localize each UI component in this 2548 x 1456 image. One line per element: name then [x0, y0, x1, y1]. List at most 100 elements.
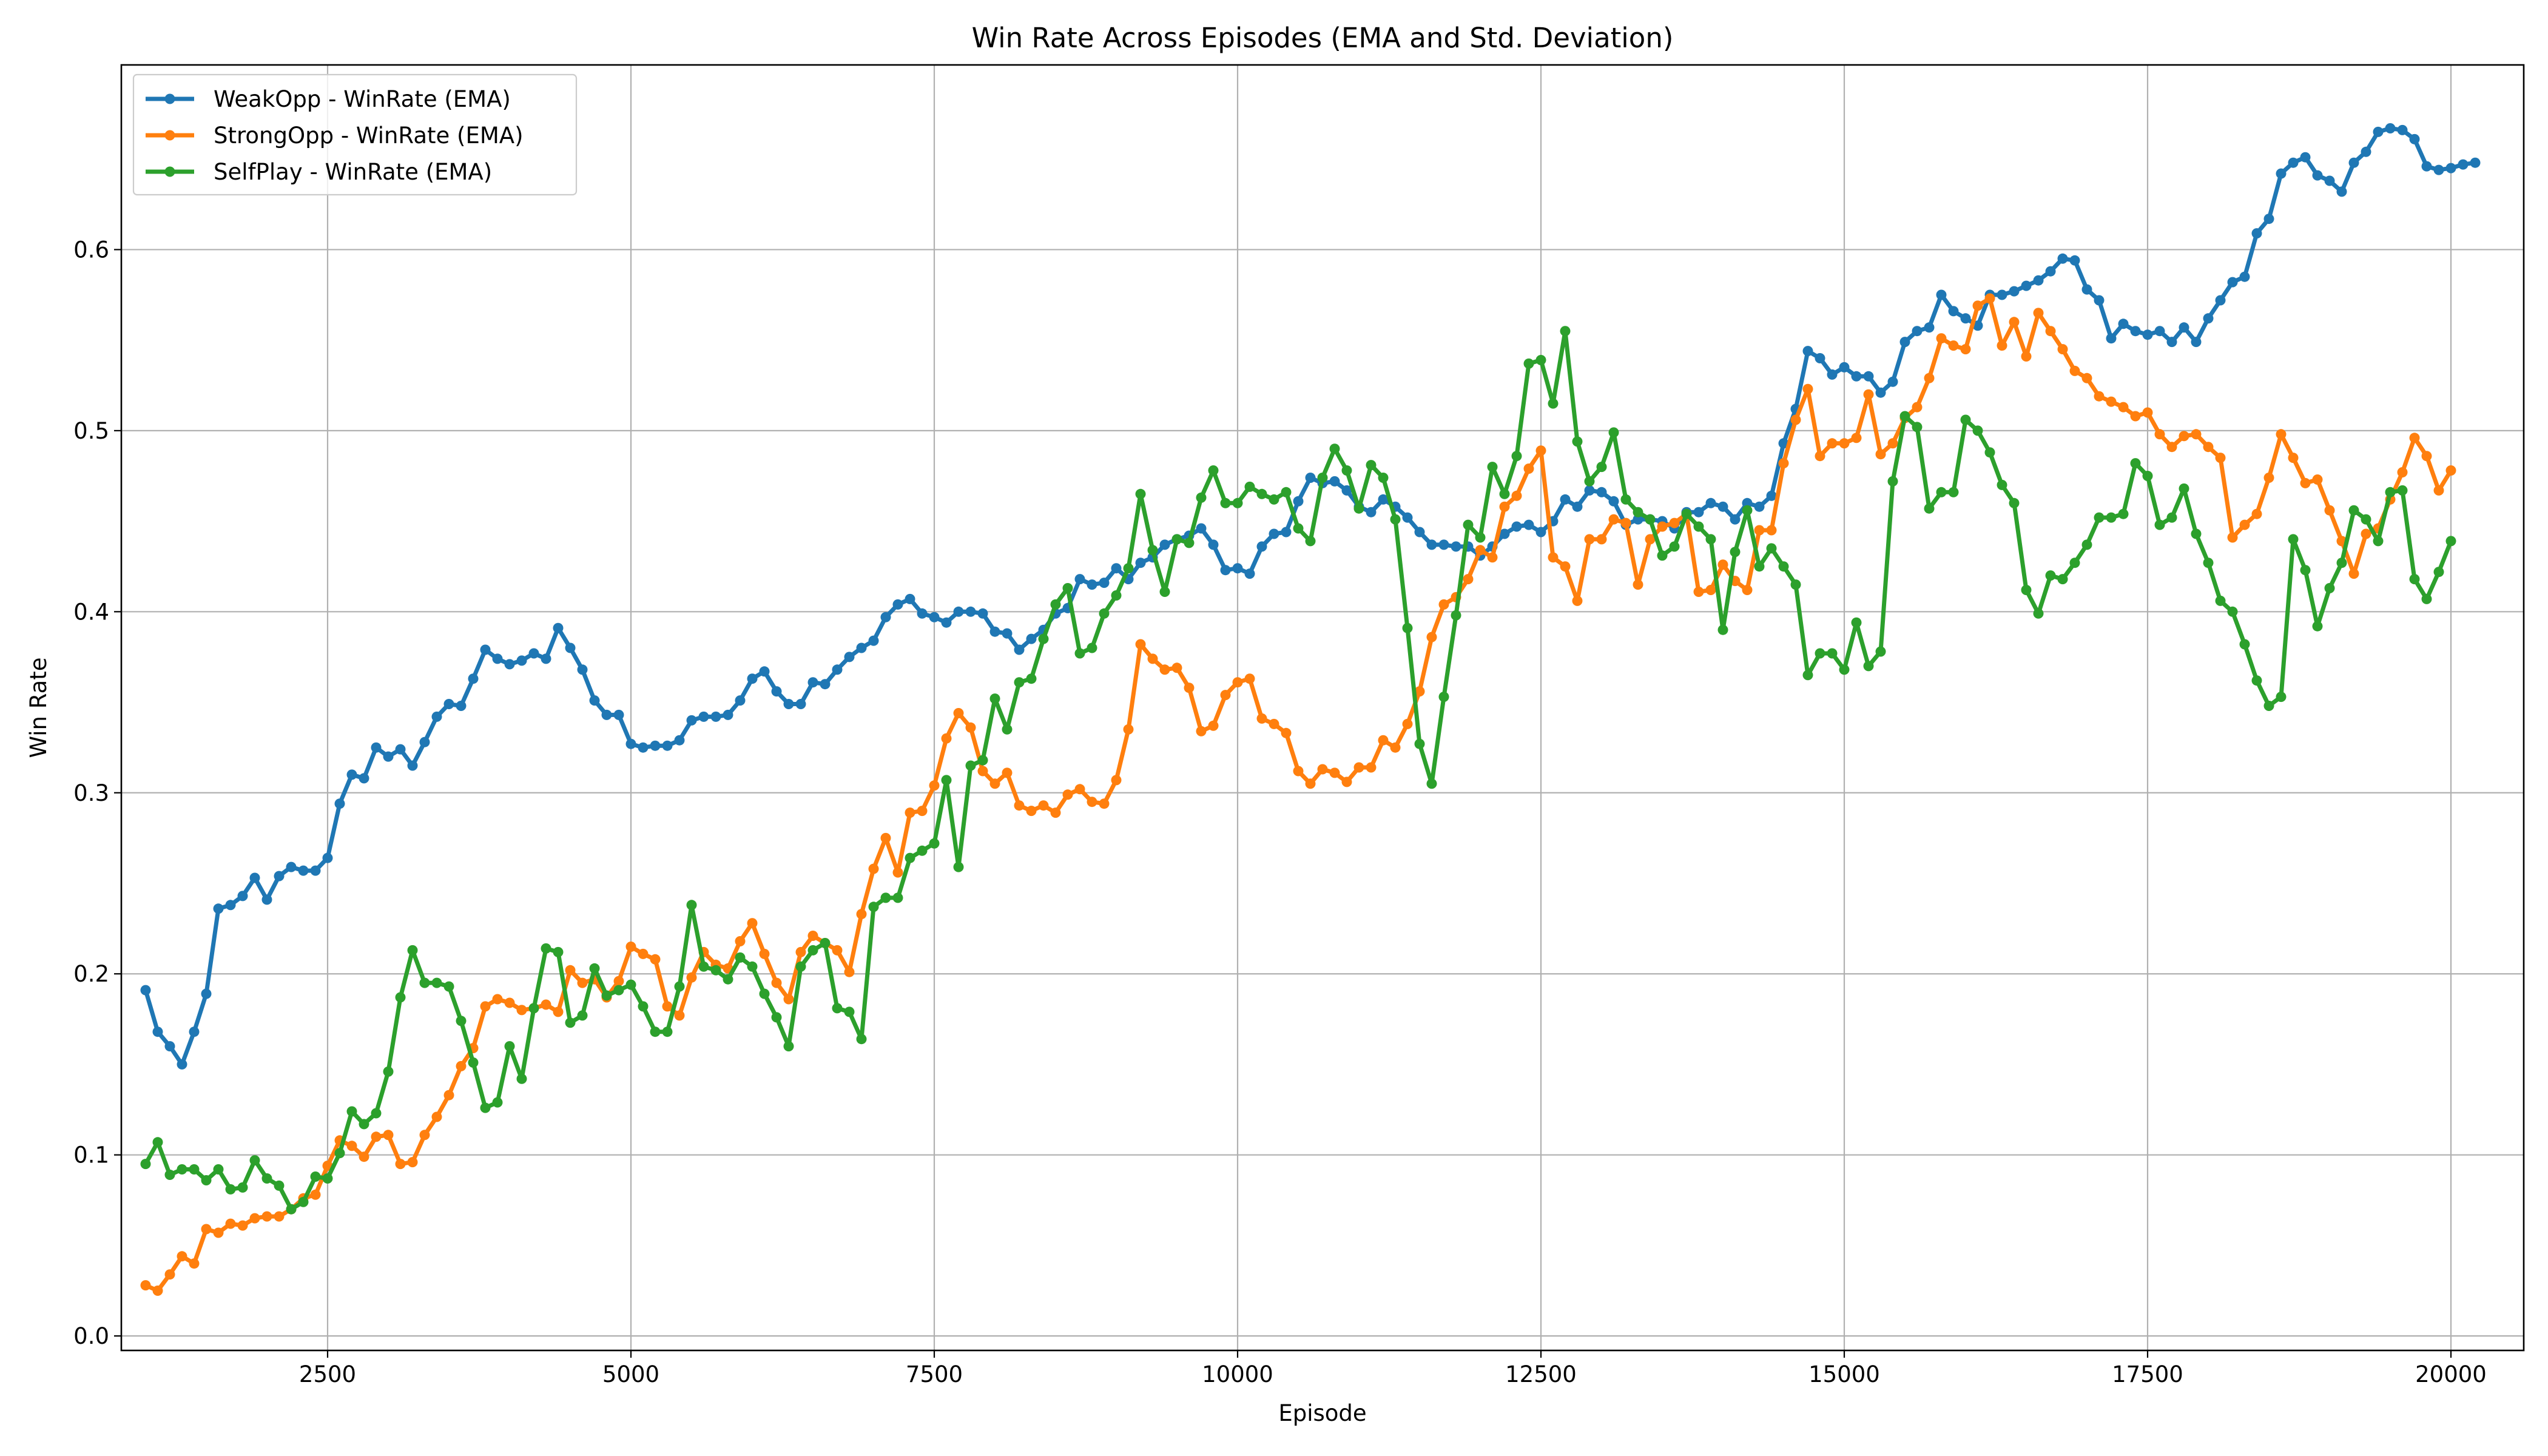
- data-point: [1766, 543, 1777, 554]
- data-point: [346, 1106, 357, 1117]
- data-point: [1123, 563, 1134, 574]
- data-point: [1960, 414, 1971, 425]
- data-point: [1171, 534, 1182, 545]
- data-point: [274, 1211, 285, 1222]
- data-point: [1402, 622, 1413, 633]
- data-point: [1426, 539, 1437, 550]
- data-point: [613, 976, 624, 986]
- data-point: [723, 974, 733, 985]
- data-point: [237, 1182, 248, 1193]
- data-point: [1329, 476, 1340, 487]
- data-point: [880, 832, 891, 843]
- data-point: [1293, 766, 1304, 777]
- data-point: [541, 653, 551, 664]
- data-point: [1438, 539, 1449, 550]
- data-point: [1754, 501, 1765, 512]
- data-point: [638, 948, 649, 959]
- data-point: [480, 1001, 491, 1012]
- data-point: [1463, 519, 1474, 530]
- data-point: [1305, 536, 1316, 547]
- data-point: [868, 635, 879, 646]
- data-point: [2142, 329, 2153, 340]
- data-point: [686, 715, 697, 726]
- data-point: [334, 798, 345, 809]
- data-point: [383, 1130, 394, 1141]
- data-point: [832, 664, 843, 675]
- data-point: [2421, 451, 2432, 462]
- data-point: [2239, 519, 2250, 530]
- data-point: [346, 1141, 357, 1151]
- legend-entry-label: SelfPlay - WinRate (EMA): [214, 159, 492, 185]
- data-point: [577, 664, 588, 675]
- data-point: [905, 852, 915, 863]
- data-point: [2130, 326, 2141, 337]
- data-point: [1341, 777, 1352, 787]
- y-axis-label: Win Rate: [25, 657, 52, 758]
- data-point: [1997, 340, 2007, 351]
- data-point: [164, 1170, 175, 1180]
- data-point: [977, 608, 988, 619]
- data-point: [322, 852, 333, 863]
- data-point: [650, 1026, 661, 1037]
- data-point: [371, 742, 382, 753]
- data-point: [2166, 512, 2177, 523]
- data-point: [213, 903, 224, 914]
- data-point: [2179, 431, 2189, 442]
- data-point: [553, 1006, 564, 1017]
- data-point: [2433, 485, 2444, 496]
- data-point: [820, 938, 831, 948]
- data-point: [941, 733, 952, 744]
- data-point: [2021, 585, 2032, 595]
- data-point: [2094, 295, 2105, 306]
- data-point: [2021, 351, 2032, 362]
- data-point: [2203, 442, 2214, 453]
- data-point: [407, 1157, 418, 1168]
- data-point: [1511, 521, 1522, 532]
- data-point: [2154, 429, 2165, 440]
- data-point: [1839, 664, 1850, 675]
- legend-entry-label: StrongOpp - WinRate (EMA): [214, 123, 524, 149]
- data-point: [274, 871, 285, 881]
- data-point: [929, 612, 940, 622]
- data-point: [2300, 152, 2311, 163]
- data-point: [2239, 639, 2250, 650]
- data-point: [407, 760, 418, 771]
- y-tick-label: 0.2: [73, 961, 109, 987]
- data-point: [1171, 662, 1182, 673]
- data-point: [1378, 494, 1389, 505]
- data-point: [2409, 574, 2420, 585]
- data-point: [1863, 389, 1874, 400]
- plot-area-frame: [120, 64, 2525, 1352]
- data-point: [650, 954, 661, 965]
- data-point: [1390, 742, 1401, 753]
- data-point: [1062, 789, 1073, 800]
- data-point: [2081, 372, 2092, 383]
- data-point: [1584, 485, 1595, 496]
- chart-title: Win Rate Across Episodes (EMA and Std. D…: [972, 22, 1674, 54]
- data-point: [1341, 465, 1352, 476]
- data-point: [1851, 371, 1862, 382]
- data-point: [1256, 488, 1267, 499]
- data-point: [759, 948, 770, 959]
- data-point: [2179, 483, 2189, 494]
- data-point: [613, 985, 624, 996]
- data-point: [492, 1097, 503, 1108]
- data-point: [892, 867, 903, 878]
- data-point: [492, 994, 503, 1005]
- data-point: [1754, 525, 1765, 536]
- data-point: [1863, 371, 1874, 382]
- data-point: [929, 780, 940, 791]
- data-point: [880, 892, 891, 903]
- data-point: [1256, 713, 1267, 724]
- data-point: [2300, 477, 2311, 488]
- data-point: [2251, 228, 2262, 239]
- data-point: [953, 861, 964, 872]
- y-tick-label: 0.1: [73, 1142, 109, 1168]
- data-point: [2433, 567, 2444, 578]
- data-point: [613, 709, 624, 720]
- data-point: [2166, 337, 2177, 348]
- data-point: [1633, 579, 1643, 590]
- data-point: [419, 736, 430, 747]
- data-point: [1487, 552, 1498, 563]
- data-point: [1208, 539, 1219, 550]
